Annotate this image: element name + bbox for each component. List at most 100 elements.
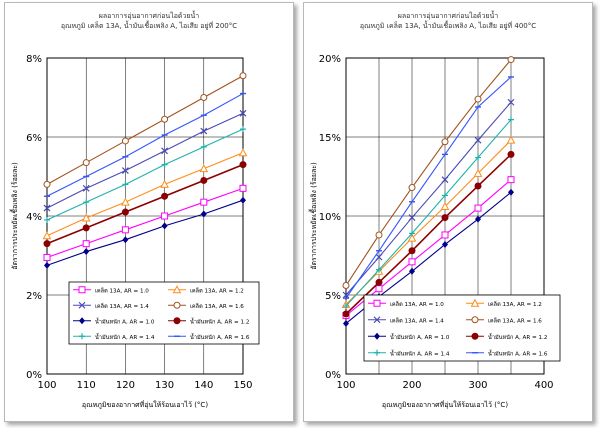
data-point [81,213,91,222]
series-4 [342,56,515,290]
data-point [200,176,208,184]
legend-marker [79,317,85,325]
data-point [161,212,169,220]
x-tick-label: 130 [155,380,174,391]
x-tick-label: 100 [336,380,355,391]
series-8 [44,92,246,197]
legend-label: เคล็ต 13A, AR = 1.4 [390,316,444,324]
x-tick-label: 140 [194,380,213,391]
data-point [474,136,482,144]
data-point [121,197,130,206]
legend-marker [373,316,381,324]
data-point [200,198,208,206]
legend-label: เคล็ต 13A, AR = 1.4 [95,302,149,310]
data-point [239,184,247,192]
data-point [408,184,416,192]
legend-label: เคล็ต 13A, AR = 1.6 [190,302,244,310]
legend-item: น้ำมันหนัก A, AR = 1.6 [466,349,548,357]
series-line [46,128,244,221]
legend-label: เคล็ต 13A, AR = 1.2 [488,300,542,308]
legend-marker [78,301,86,309]
chart-title: ผลอาการอุ่นอากาศก่อนไอด้วยน้ำ [397,12,499,20]
x-tick-label: 150 [233,380,252,391]
data-point [82,159,90,167]
y-tick-label: 8% [26,54,42,65]
line-chart: 0% 2% 4% 6% 8% 100 110 120 130 140 150 อุณหภูมิของอ… [8,54,260,409]
data-point [473,168,483,177]
data-point [508,188,514,196]
data-point [121,226,129,234]
legend [363,294,561,362]
legend-marker [373,299,381,307]
x-tick-label: 110 [77,380,96,391]
data-point [44,216,50,223]
data-point [407,233,417,242]
data-point [122,181,129,188]
data-point [161,161,168,168]
data-point [240,196,246,204]
x-tick-label: 200 [402,380,421,391]
legend-label: น้ำมันหนัก A, AR = 1.0 [390,333,450,341]
data-point [161,147,169,155]
y-tick-label: 5% [325,291,341,302]
data-point [43,204,51,212]
data-point [442,240,448,248]
x-tick-label: 120 [116,380,135,391]
series-line [345,101,512,296]
series-line [46,112,244,209]
legend-item: เคล็ต 13A, AR = 1.0 [73,286,149,294]
series-6 [342,150,515,318]
series-line [46,75,244,185]
series-5 [44,196,246,269]
legend-label: เคล็ต 13A, AR = 1.2 [190,286,244,294]
data-point [474,204,482,212]
chart-subtitle: อุณหภูมิ เคล็ต 13A, น้ำมันเชื้อเพลิง A, … [359,22,537,30]
series-line [46,152,244,237]
legend-item: เคล็ต 13A, AR = 1.2 [168,285,244,294]
data-point [200,210,207,218]
legend-marker [471,332,479,340]
plot-area [345,57,545,375]
legend-item: เคล็ต 13A, AR = 1.6 [466,316,542,324]
data-point [442,192,448,199]
series-line [46,163,244,245]
legend-label: น้ำมันหนัก A, AR = 1.6 [488,349,548,357]
data-point [83,248,90,256]
data-point [43,180,51,188]
data-point [441,214,449,222]
data-point [507,98,515,106]
series-7 [343,116,514,310]
legend-item: เคล็ต 13A, AR = 1.2 [466,298,542,308]
y-tick-label: 4% [26,212,42,223]
data-point [43,253,51,261]
legend [68,281,260,345]
legend-marker [173,301,181,309]
data-point [475,215,481,223]
data-point [43,240,51,248]
chart-title: ผลอาการอุ่นอากาศก่อนไอด้วยน้ำ [98,12,200,20]
data-point [474,182,482,190]
series-line [345,179,512,316]
legend-marker [374,349,380,356]
y-tick-label: 15% [319,133,341,144]
data-point [82,184,90,192]
data-point [200,143,207,150]
data-point [161,192,169,200]
data-point [342,310,350,318]
data-point [83,199,90,206]
legend-label: เคล็ต 13A, AR = 1.6 [488,316,542,324]
series-1 [43,184,247,261]
legend-label: เคล็ต 13A, AR = 1.0 [95,286,149,294]
chart-subtitle: อุณหภูมิ เคล็ต 13A, น้ำมันเชื้อเพลิง A, … [60,22,238,30]
data-point [474,95,482,103]
data-point [82,224,90,232]
x-axis-title: อุณหภูมิของอากาศที่อุ่นให้ร้อนเอาไว้ (°C… [382,400,508,409]
data-point [375,253,383,261]
legend-item: เคล็ต 13A, AR = 1.4 [73,302,149,310]
series-3 [342,98,515,299]
y-tick-label: 6% [26,133,42,144]
data-point [507,176,515,184]
series-2 [42,148,248,240]
data-point [507,56,515,64]
legend-item: น้ำมันหนัก A, AR = 1.2 [168,317,249,325]
